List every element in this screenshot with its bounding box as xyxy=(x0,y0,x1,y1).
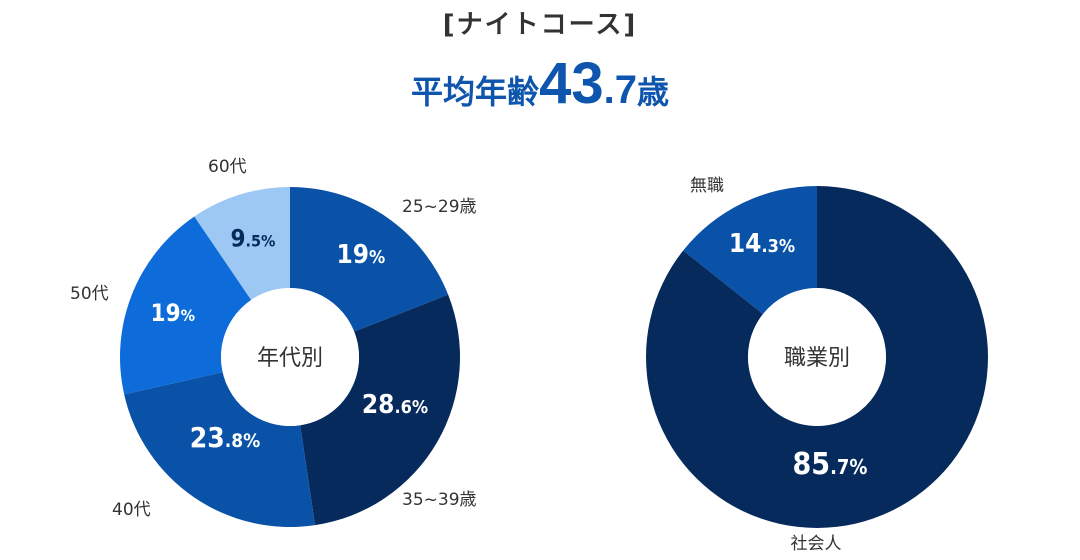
slice-35~39歳 xyxy=(300,294,460,526)
slice-value-label: 85.7% xyxy=(793,447,868,482)
category-label: 40代 xyxy=(112,500,151,520)
donut-chart-age: 19% 25~29歳 28.6% 35~39歳 23.8% 40代 19% 50代 9.5% 60… xyxy=(70,157,477,527)
category-label: 50代 xyxy=(70,284,109,304)
slice-value-label: 28.6% xyxy=(362,390,428,420)
average-age-decimal: .7 xyxy=(603,68,637,112)
slice-50代 xyxy=(119,216,252,395)
center-label: 年代別 xyxy=(257,346,323,371)
average-age-unit: 歳 xyxy=(636,73,669,111)
donut-hole xyxy=(221,288,359,426)
course-title: [ナイトコース] xyxy=(442,10,638,40)
average-age-label: 平均年齢 xyxy=(411,73,540,111)
slice-value-label: 14.3% xyxy=(729,229,795,259)
slice-25~29歳 xyxy=(290,187,449,332)
average-age: 平均年齢43.7歳 xyxy=(0,50,1080,117)
center-label: 職業別 xyxy=(784,346,850,371)
slice-40代 xyxy=(124,372,316,527)
category-label: 60代 xyxy=(208,157,247,177)
category-label: 無職 xyxy=(690,176,724,196)
donut-hole xyxy=(748,288,886,426)
slice-value-label: 9.5% xyxy=(230,225,275,253)
slice-value-label: 19% xyxy=(151,299,195,327)
slice-無職 xyxy=(683,186,817,315)
category-label: 25~29歳 xyxy=(402,197,477,217)
category-label: 社会人 xyxy=(791,534,842,554)
slice-value-label: 23.8% xyxy=(190,421,261,454)
slice-value-label: 19% xyxy=(336,240,385,270)
average-age-integer: 43 xyxy=(539,51,604,116)
slice-60代 xyxy=(194,187,290,300)
category-label: 35~39歳 xyxy=(402,490,477,510)
slice-社会人 xyxy=(646,186,989,528)
